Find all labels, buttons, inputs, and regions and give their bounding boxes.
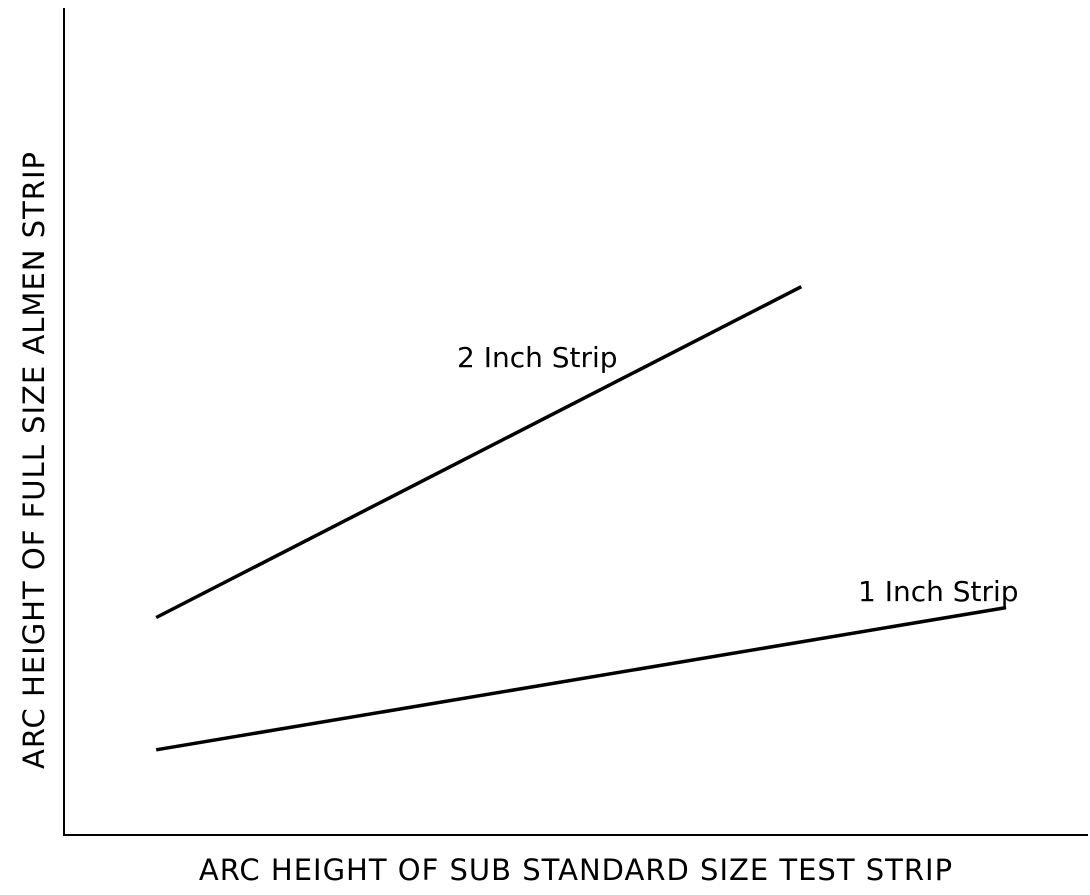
series-line-1-inch-strip xyxy=(155,605,1007,752)
series-line-2-inch-strip xyxy=(155,285,803,620)
series-layer xyxy=(155,285,1007,752)
x-axis-label: ARC HEIGHT OF SUB STANDARD SIZE TEST STR… xyxy=(199,853,953,887)
series-label-1-inch-strip: 1 Inch Strip xyxy=(858,575,1019,608)
y-axis-label: ARC HEIGHT OF FULL SIZE ALMEN STRIP xyxy=(17,151,51,769)
series-label-2-inch-strip: 2 Inch Strip xyxy=(457,341,618,374)
